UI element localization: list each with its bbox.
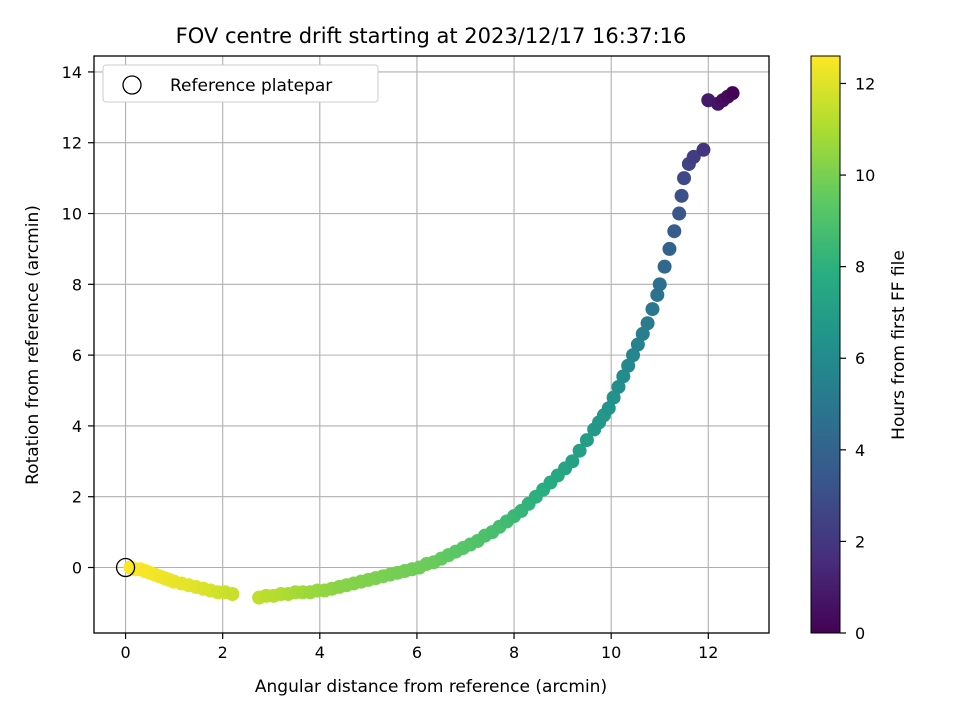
y-tick-label: 8 bbox=[72, 275, 82, 294]
x-tick-label: 2 bbox=[218, 643, 228, 662]
data-point bbox=[616, 369, 631, 384]
data-point bbox=[601, 401, 616, 416]
x-tick-label: 6 bbox=[412, 643, 422, 662]
data-point bbox=[630, 337, 645, 352]
data-point bbox=[657, 259, 672, 274]
y-tick-label: 12 bbox=[62, 134, 82, 153]
legend-marker-reference bbox=[122, 75, 142, 95]
data-point bbox=[611, 379, 626, 394]
colorbar-gradient bbox=[810, 55, 841, 634]
data-point bbox=[621, 358, 636, 373]
colorbar-tick-label: 6 bbox=[855, 349, 865, 368]
x-tick-label: 8 bbox=[509, 643, 519, 662]
data-point bbox=[606, 390, 621, 405]
data-point bbox=[725, 86, 740, 101]
y-tick-label: 6 bbox=[72, 346, 82, 365]
y-axis-ticks: 0 2 4 6 8 10 12 14 bbox=[62, 63, 94, 578]
colorbar-tick-label: 0 bbox=[855, 624, 865, 643]
y-tick-label: 0 bbox=[72, 559, 82, 578]
colorbar: 0 2 4 6 8 10 12 Hours from first FF file bbox=[810, 55, 909, 643]
data-point bbox=[572, 443, 587, 458]
data-point bbox=[662, 241, 677, 256]
data-point bbox=[645, 302, 660, 317]
data-point bbox=[686, 149, 701, 164]
data-point bbox=[652, 277, 667, 292]
colorbar-tick-label: 4 bbox=[855, 441, 865, 460]
x-axis-label: Angular distance from reference (arcmin) bbox=[255, 677, 607, 697]
legend-box bbox=[102, 64, 379, 103]
data-point bbox=[565, 454, 580, 469]
data-point bbox=[579, 433, 594, 448]
colorbar-tick-label: 10 bbox=[855, 166, 875, 185]
data-point bbox=[626, 348, 641, 363]
y-tick-label: 14 bbox=[62, 63, 82, 82]
data-point bbox=[650, 287, 665, 302]
y-tick-label: 4 bbox=[72, 417, 82, 436]
data-point bbox=[674, 188, 689, 203]
colorbar-tick-label: 2 bbox=[855, 532, 865, 551]
reference-platepar-marker bbox=[115, 557, 136, 578]
y-axis-label: Rotation from reference (arcmin) bbox=[23, 205, 43, 485]
data-point bbox=[696, 142, 711, 157]
x-tick-label: 0 bbox=[120, 643, 130, 662]
plot-area-frame bbox=[93, 55, 770, 634]
colorbar-label: Hours from first FF file bbox=[889, 250, 909, 440]
data-point bbox=[667, 224, 682, 239]
chart-title: FOV centre drift starting at 2023/12/17 … bbox=[176, 24, 687, 48]
legend-entry-reference: Reference platepar bbox=[170, 76, 332, 96]
colorbar-tick-label: 12 bbox=[855, 74, 875, 93]
x-axis-ticks: 0 2 4 6 8 10 12 bbox=[120, 633, 718, 662]
legend: Reference platepar bbox=[102, 64, 379, 103]
y-tick-label: 2 bbox=[72, 488, 82, 507]
grid bbox=[94, 56, 769, 633]
data-point bbox=[672, 206, 687, 221]
x-tick-label: 4 bbox=[315, 643, 325, 662]
colorbar-ticks: 0 2 4 6 8 10 12 bbox=[840, 74, 875, 643]
colorbar-tick-label: 8 bbox=[855, 258, 865, 277]
data-point bbox=[640, 316, 655, 331]
x-tick-label: 12 bbox=[698, 643, 718, 662]
x-tick-label: 10 bbox=[601, 643, 621, 662]
data-point bbox=[225, 587, 240, 602]
data-point bbox=[677, 171, 692, 186]
data-points bbox=[115, 86, 740, 605]
data-point bbox=[635, 326, 650, 341]
y-tick-label: 10 bbox=[62, 205, 82, 224]
